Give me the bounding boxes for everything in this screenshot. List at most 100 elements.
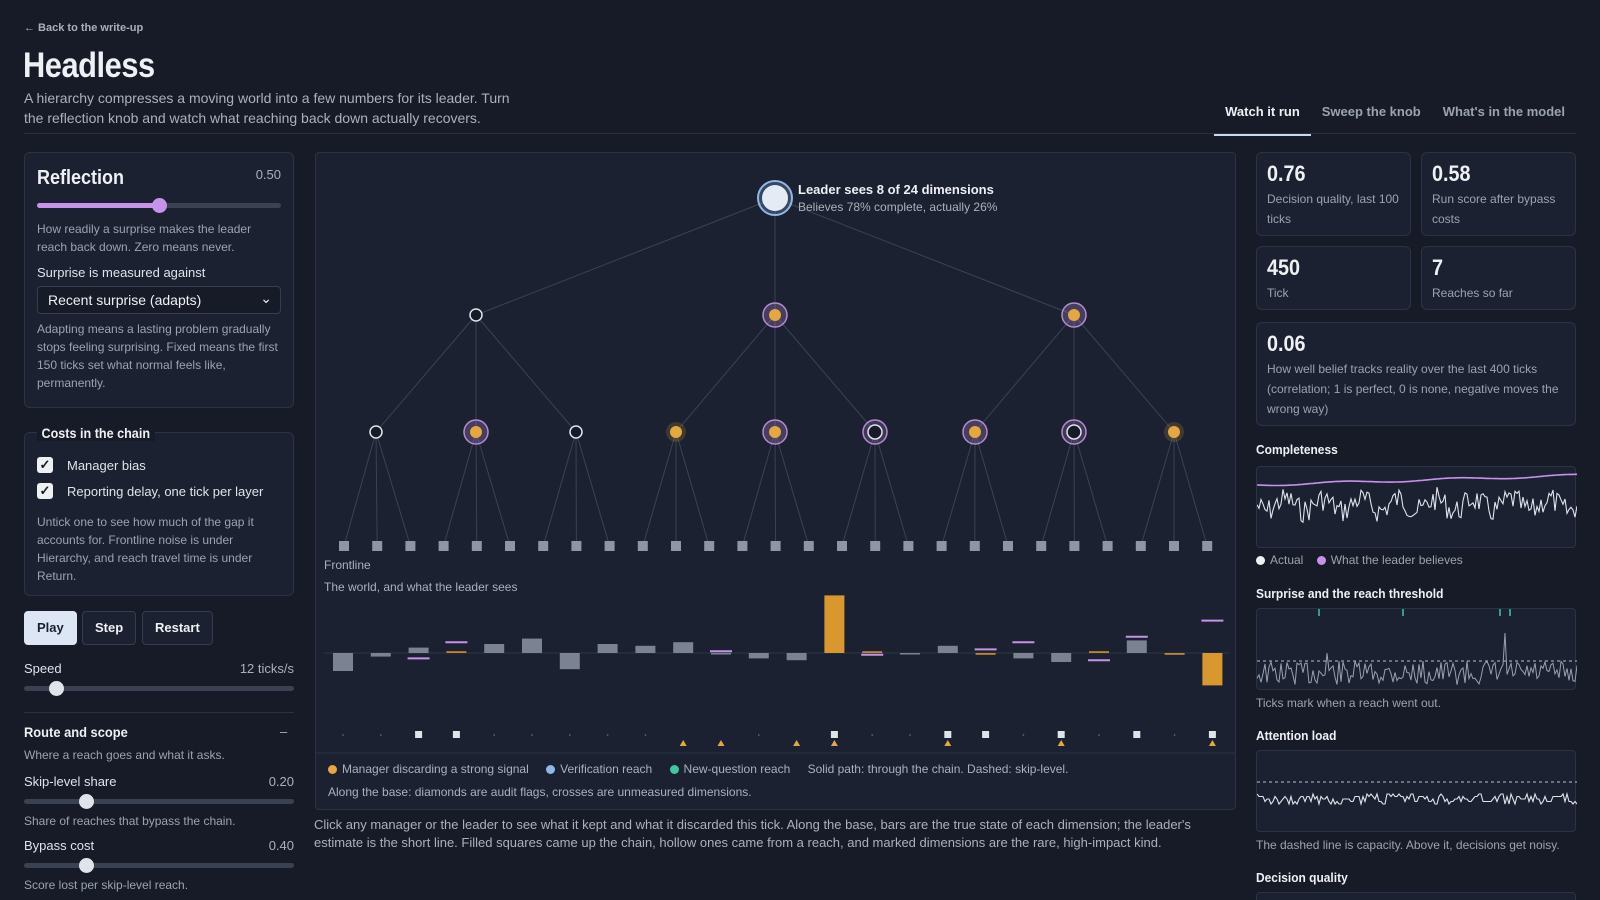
team-lead-node[interactable] — [1164, 422, 1184, 442]
stat-run-score: 0.58 Run score after bypass costs — [1421, 152, 1576, 236]
tracking-label: How well belief tracks reality over the … — [1267, 362, 1559, 416]
reflection-note: How readily a surprise makes the leader … — [37, 222, 252, 254]
truth-bar — [446, 651, 467, 653]
speed-value: 12 ticks/s — [239, 661, 294, 676]
manager-bias-checkbox[interactable]: ✓ — [37, 457, 53, 473]
frontline-node — [637, 541, 648, 551]
base-square — [944, 731, 952, 738]
team-lead-node[interactable] — [762, 419, 788, 445]
tracking-value: 0.06 — [1267, 331, 1306, 356]
frontline-label: Frontline — [324, 558, 371, 572]
frontline-node — [870, 541, 881, 551]
costs-title: Costs in the chain — [37, 425, 155, 441]
manager-bias-row[interactable]: ✓ Manager bias — [37, 457, 281, 473]
base-dot — [379, 734, 382, 736]
play-button[interactable]: Play — [24, 611, 77, 645]
legend-question: New-question reach — [683, 762, 791, 776]
truth-bar — [408, 647, 429, 653]
reporting-delay-row[interactable]: ✓ Reporting delay, one tick per layer — [37, 483, 281, 499]
leader-core — [762, 185, 788, 211]
surprise-title: Surprise and the reach threshold — [1256, 586, 1444, 601]
frontline-node — [1135, 541, 1146, 551]
tree-edge — [375, 431, 411, 547]
team-lead-node[interactable] — [862, 419, 888, 445]
costs-card: Costs in the chain ✓ Manager bias ✓ Repo… — [24, 425, 294, 596]
speed-slider[interactable] — [24, 681, 294, 696]
collapse-icon[interactable]: – — [280, 724, 288, 739]
frontline-node — [372, 541, 383, 551]
tab-whats-in-the-model[interactable]: What's in the model — [1442, 104, 1565, 119]
surprise-chart — [1256, 608, 1578, 690]
frontline-node — [770, 541, 781, 551]
reporting-delay-checkbox[interactable]: ✓ — [37, 483, 53, 499]
route-note: Where a reach goes and what it asks. — [24, 748, 225, 762]
reflection-card: Reflection 0.50 How readily a surprise m… — [24, 152, 294, 408]
believes-label: What the leader believes — [1330, 553, 1463, 567]
truth-bar — [1089, 651, 1109, 653]
frontline-node — [936, 541, 947, 551]
restart-button[interactable]: Restart — [142, 611, 213, 645]
team-lead-node[interactable] — [1061, 419, 1087, 445]
actual-label: Actual — [1270, 553, 1304, 567]
base-square — [1133, 731, 1141, 738]
legend-orange-swatch — [328, 765, 337, 774]
truth-bar — [597, 644, 618, 653]
tree-edge — [443, 431, 477, 547]
manager-node[interactable] — [1061, 302, 1087, 328]
bypass-cost-thumb[interactable] — [79, 858, 95, 873]
team-lead-node[interactable] — [463, 419, 489, 445]
actual-completeness-line — [1256, 487, 1578, 524]
decision-quality-label: Decision quality, last 100 ticks — [1267, 192, 1399, 226]
reflection-slider[interactable] — [37, 198, 281, 213]
route-title[interactable]: Route and scope — [24, 724, 128, 740]
tab-watch-it-run[interactable]: Watch it run — [1214, 100, 1311, 136]
truth-bar — [862, 651, 883, 653]
back-link[interactable]: ← Back to the write-up — [24, 22, 144, 34]
costs-note: Untick one to see how much of the gap it… — [37, 515, 254, 583]
node-core — [769, 426, 781, 438]
manager-node[interactable] — [762, 302, 788, 328]
skip-level-note: Share of reaches that bypass the chain. — [24, 814, 236, 828]
tree-edge — [375, 314, 477, 433]
speed-slider-thumb[interactable] — [49, 681, 65, 696]
team-lead-node[interactable] — [569, 425, 583, 439]
surprise-select[interactable]: Recent surprise (adapts) ⌄ — [37, 286, 281, 314]
team-lead-node[interactable] — [369, 425, 383, 439]
completeness-title: Completeness — [1256, 442, 1338, 457]
leader-node[interactable] — [757, 180, 793, 216]
step-button[interactable]: Step — [82, 611, 137, 645]
truth-bar — [559, 653, 580, 670]
skip-level-value: 0.20 — [268, 774, 294, 789]
speed-label: Speed — [24, 661, 62, 676]
legend-green-swatch — [669, 765, 679, 774]
team-lead-node[interactable] — [962, 419, 988, 445]
believed-completeness-line — [1256, 473, 1577, 487]
frontline-node — [704, 541, 715, 551]
surprise-sparkline — [1256, 609, 1578, 686]
node-core — [969, 426, 981, 438]
skip-level-slider[interactable] — [24, 794, 294, 809]
skip-level-thumb[interactable] — [79, 794, 95, 809]
frontline-node — [803, 541, 814, 551]
run-score-label: Run score after bypass costs — [1432, 192, 1556, 226]
tree-edge — [774, 431, 810, 547]
world-label: The world, and what the leader sees — [324, 580, 518, 594]
chevron-down-icon: ⌄ — [260, 290, 272, 306]
stat-reaches: 7 Reaches so far — [1421, 246, 1576, 310]
frontline-node — [438, 541, 449, 551]
tab-sweep-the-knob[interactable]: Sweep the knob — [1321, 104, 1421, 119]
tree-edge — [941, 431, 976, 547]
frontline-node — [903, 541, 914, 551]
reflection-value: 0.50 — [255, 167, 281, 182]
node-circle — [369, 425, 383, 439]
surprise-note: Ticks mark when a reach went out. — [1256, 696, 1441, 710]
decision-chart — [1256, 892, 1576, 900]
reflection-slider-thumb[interactable] — [152, 198, 167, 213]
team-lead-node[interactable] — [666, 422, 686, 442]
truth-bar — [635, 645, 656, 653]
truth-bar — [333, 653, 353, 671]
legend-discard: Manager discarding a strong signal — [342, 762, 529, 776]
bypass-cost-slider[interactable] — [24, 858, 294, 873]
hierarchy-tree — [316, 180, 1235, 754]
manager-node[interactable] — [469, 308, 483, 322]
